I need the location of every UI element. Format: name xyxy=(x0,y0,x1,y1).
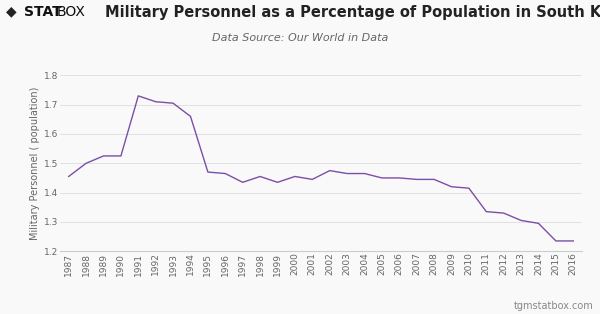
Y-axis label: Military Personnel ( population): Military Personnel ( population) xyxy=(30,87,40,240)
Text: BOX: BOX xyxy=(57,5,86,19)
Text: STAT: STAT xyxy=(24,5,62,19)
Text: tgmstatbox.com: tgmstatbox.com xyxy=(514,301,594,311)
Text: ◆: ◆ xyxy=(6,5,17,19)
Text: Data Source: Our World in Data: Data Source: Our World in Data xyxy=(212,33,388,43)
Text: Military Personnel as a Percentage of Population in South Korea, 1987–2016: Military Personnel as a Percentage of Po… xyxy=(105,5,600,20)
